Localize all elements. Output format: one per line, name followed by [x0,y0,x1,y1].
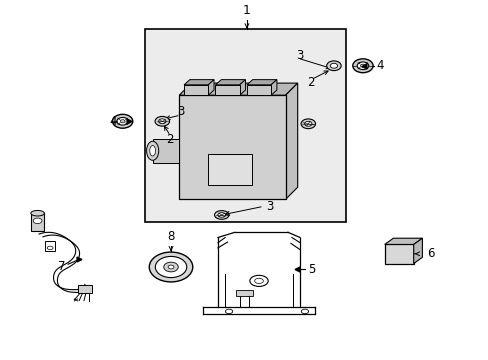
Text: 3: 3 [177,105,184,118]
Text: 8: 8 [167,230,174,243]
Polygon shape [239,80,245,95]
Polygon shape [246,80,276,85]
Polygon shape [215,80,245,85]
Ellipse shape [149,252,192,282]
Ellipse shape [329,63,337,68]
Ellipse shape [155,256,186,278]
Ellipse shape [356,62,368,69]
Bar [236,290,253,297]
Polygon shape [183,80,214,85]
Bar [183,85,208,95]
Bar [215,85,239,95]
Ellipse shape [149,145,155,156]
Polygon shape [270,80,276,95]
Ellipse shape [120,120,125,123]
Bar [78,285,92,293]
Polygon shape [384,238,422,244]
Text: 4: 4 [109,115,117,128]
Text: 3: 3 [296,49,303,62]
Ellipse shape [301,119,315,129]
Ellipse shape [112,114,133,128]
Ellipse shape [31,211,44,216]
Ellipse shape [33,218,42,224]
Ellipse shape [117,117,128,125]
Polygon shape [208,80,214,95]
Ellipse shape [304,121,311,126]
Ellipse shape [155,116,169,126]
Text: 4: 4 [375,59,383,72]
Bar [31,213,44,230]
Text: 3: 3 [266,200,273,213]
Ellipse shape [159,119,165,124]
Bar [384,244,413,264]
Ellipse shape [168,265,174,269]
Text: 6: 6 [426,247,433,260]
Bar [145,29,346,222]
Text: 5: 5 [308,263,315,276]
Ellipse shape [360,64,365,67]
Ellipse shape [163,262,178,272]
Ellipse shape [352,59,372,73]
Ellipse shape [326,61,341,71]
Text: 2: 2 [307,76,314,89]
Ellipse shape [218,213,225,217]
Ellipse shape [146,141,159,160]
Polygon shape [285,83,297,199]
Bar [152,139,179,163]
Bar [246,85,270,95]
Text: 2: 2 [165,133,173,146]
Bar [45,241,55,251]
Polygon shape [413,238,422,264]
Text: 7: 7 [58,260,65,273]
Polygon shape [179,83,297,95]
Bar [179,95,285,199]
Text: 1: 1 [243,4,250,17]
Bar [208,154,251,185]
Ellipse shape [214,211,228,219]
